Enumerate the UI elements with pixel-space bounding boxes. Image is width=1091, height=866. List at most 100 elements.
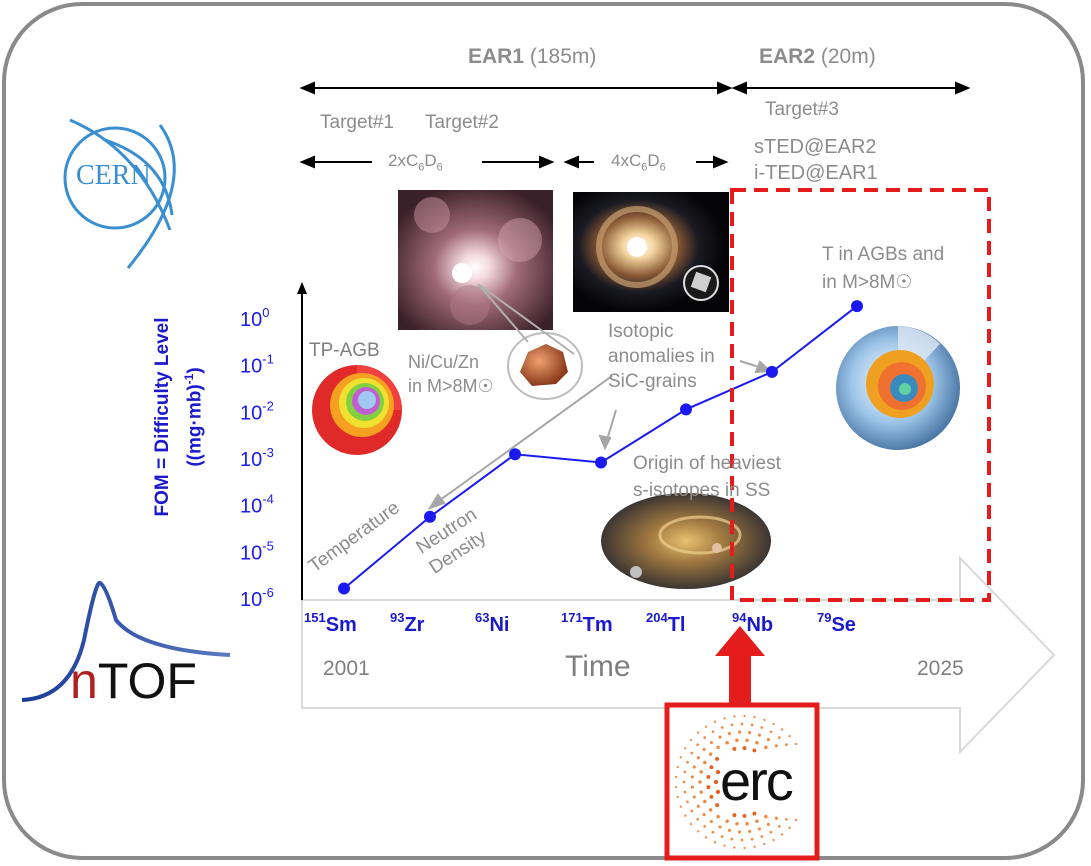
cern-logo-text: CERN: [76, 160, 151, 191]
ear2-label: EAR2 (20m): [759, 45, 876, 69]
erc-dot: [723, 717, 726, 720]
y-axis: [297, 282, 307, 600]
erc-dot: [753, 845, 756, 848]
ntof-logo-text: nTOF: [70, 656, 197, 706]
erc-dot: [732, 813, 737, 818]
erc-dot: [696, 743, 699, 747]
y-tick-label: 100: [240, 305, 269, 331]
erc-dot: [718, 825, 722, 829]
erc-dot: [711, 830, 715, 834]
erc-dot: [675, 785, 678, 789]
sic-grain-image: [573, 192, 729, 312]
erc-dot: [794, 818, 798, 822]
erc-dot: [679, 756, 682, 759]
erc-dot: [737, 830, 742, 834]
ear2-range-arrow: [731, 81, 971, 95]
y-axis-title: FOM = Difficulty Level ((mg·mb)-1): [152, 317, 206, 517]
nebula-pointer: [477, 283, 529, 343]
erc-dot: [753, 716, 756, 719]
massive-star-image: [836, 326, 960, 450]
erc-dot: [730, 723, 734, 727]
erc-dot: [703, 736, 707, 739]
x-category-label: 93Zr: [390, 610, 425, 636]
erc-dot: [755, 819, 759, 824]
erc-dot: [769, 830, 773, 834]
erc-dot: [748, 731, 752, 735]
ntof-logo-n: n: [70, 653, 98, 709]
erc-dot: [716, 814, 720, 819]
data-point: [595, 456, 607, 469]
erc-dot: [709, 765, 714, 770]
x-category-label: 151Sm: [304, 610, 357, 636]
y-tick-labels: 100 10-1 10-2 10-3 10-4 10-5 10-6: [240, 305, 274, 611]
ntof-logo-tof: TOF: [97, 653, 197, 709]
erc-dot: [686, 760, 689, 764]
erc-dot: [686, 800, 689, 804]
nicuzn-label: Ni/Cu/Zn in M>8M☉: [408, 352, 494, 396]
erc-dot: [711, 730, 715, 734]
timeline-label: Time: [565, 650, 631, 683]
ear1-label: EAR1 (185m): [468, 45, 596, 69]
erc-dot: [785, 817, 788, 821]
erc-dot: [740, 722, 744, 726]
erc-dot: [702, 747, 706, 751]
erc-dot: [772, 838, 775, 842]
erc-dot: [713, 779, 719, 785]
erc-dot: [735, 821, 739, 826]
tp-agb-star-image: [312, 365, 402, 455]
data-point: [509, 448, 521, 461]
cern-logo: [63, 118, 176, 269]
erc-dot: [689, 738, 693, 742]
erc-dot: [709, 740, 713, 745]
erc-dot: [750, 837, 754, 841]
erc-dot: [715, 769, 721, 775]
nebula-pointer: [477, 283, 575, 355]
target-2-label: Target#2: [425, 112, 499, 133]
erc-dot: [733, 715, 736, 718]
erc-dot: [735, 738, 739, 743]
erc-dot: [684, 814, 687, 817]
erc-dot: [706, 774, 711, 779]
erc-dot: [692, 795, 696, 799]
erc-dot: [745, 821, 749, 826]
erc-dot: [708, 752, 713, 756]
erc-dot: [764, 745, 768, 750]
erc-dot: [748, 829, 752, 833]
erc-dot: [742, 746, 747, 751]
ear2-distance: (20m): [815, 45, 876, 68]
annotation-arrow: [598, 409, 617, 451]
erc-dot: [725, 819, 729, 824]
erc-dot: [766, 738, 770, 742]
target-3-label: Target#3: [765, 99, 839, 120]
erc-dot: [755, 740, 759, 745]
erc-dot: [715, 756, 720, 761]
c6d6-2x-arrow: [299, 155, 555, 169]
erc-dot: [788, 735, 791, 738]
erc-dot: [720, 835, 724, 838]
erc-dot: [696, 830, 700, 833]
erc-dot: [698, 780, 702, 784]
erc-dot: [706, 785, 711, 790]
erc-dot: [676, 795, 679, 799]
erc-dot: [690, 785, 694, 789]
ited-label: i-TED@EAR1: [754, 162, 878, 184]
erc-dot: [769, 730, 773, 734]
erc-dot: [777, 825, 781, 828]
tp-agb-label: TP-AGB: [309, 340, 380, 361]
erc-dot: [780, 728, 784, 731]
origin-heaviest-label: Origin of heaviest s-isotopes in SS: [633, 453, 781, 501]
erc-dot: [752, 811, 757, 816]
annotation-arrow: [427, 375, 613, 510]
y-tick-label: 10-2: [240, 398, 274, 424]
sted-label: sTED@EAR2: [754, 136, 877, 158]
target-1-label: Target#1: [320, 112, 394, 133]
erc-dot: [696, 756, 700, 760]
erc-dot: [704, 725, 708, 728]
x-category-labels: 151Sm 93Zr 63Ni 171Tm 204Tl 94Nb 79Se: [304, 610, 856, 636]
erc-dot: [763, 718, 766, 722]
erc-dot: [745, 738, 749, 743]
erc-dot: [713, 720, 717, 723]
erc-dot: [764, 814, 768, 819]
erc-dot: [730, 837, 734, 841]
